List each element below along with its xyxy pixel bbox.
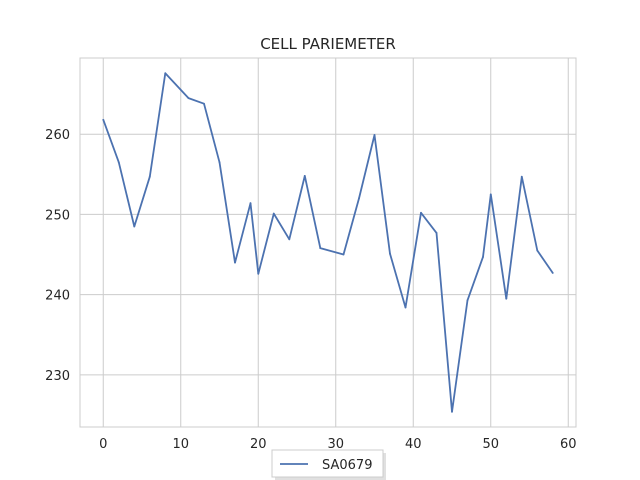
data-point-0-26 xyxy=(505,297,508,300)
data-point-0-25 xyxy=(489,193,492,196)
data-point-0-27 xyxy=(520,175,523,178)
data-point-0-2 xyxy=(133,225,136,228)
plot-frame xyxy=(79,57,577,428)
data-point-0-21 xyxy=(435,231,438,234)
data-point-0-24 xyxy=(482,256,484,258)
series-line-sa0679 xyxy=(102,72,554,413)
data-point-0-10 xyxy=(257,272,260,275)
y-tick-label-230: 230 xyxy=(45,369,70,384)
data-point-0-6 xyxy=(203,102,205,105)
data-point-0-17 xyxy=(373,134,376,136)
x-tick-label-60: 60 xyxy=(560,437,577,452)
data-point-0-19 xyxy=(404,306,407,309)
data-point-0-8 xyxy=(234,261,236,264)
data-point-0-4 xyxy=(164,72,167,75)
x-tick-label-50: 50 xyxy=(482,437,499,452)
chart-title: CELL PARIEMETER xyxy=(260,35,396,53)
y-tick-label-240: 240 xyxy=(45,289,70,304)
legend-label-sa0679: SA0679 xyxy=(322,458,372,473)
data-point-0-3 xyxy=(148,175,151,178)
data-point-0-28 xyxy=(536,249,539,252)
x-tick-label-20: 20 xyxy=(250,437,267,452)
data-point-0-9 xyxy=(249,202,252,205)
data-point-0-20 xyxy=(420,211,422,214)
grid-lines xyxy=(80,58,576,427)
data-point-0-14 xyxy=(319,247,322,250)
x-tick-label-30: 30 xyxy=(327,437,344,452)
data-point-0-29 xyxy=(551,272,554,274)
data-point-0-18 xyxy=(389,252,391,255)
y-tick-label-250: 250 xyxy=(45,208,70,223)
y-tick-label-260: 260 xyxy=(45,128,70,143)
data-point-0-12 xyxy=(288,238,291,241)
data-point-0-5 xyxy=(187,97,190,100)
data-point-0-16 xyxy=(358,197,360,200)
legend: SA0679 xyxy=(271,449,386,480)
series-lines xyxy=(102,72,554,413)
tick-labels: 0 10 20 30 40 50 60 230 240 250 260 xyxy=(45,128,576,452)
data-point-0-11 xyxy=(272,212,275,215)
data-point-0-23 xyxy=(466,299,469,302)
data-point-0-1 xyxy=(117,161,120,164)
x-tick-label-40: 40 xyxy=(405,437,422,452)
data-point-0-7 xyxy=(218,161,221,164)
x-tick-label-10: 10 xyxy=(172,437,189,452)
data-point-0-15 xyxy=(342,253,345,256)
data-point-0-0 xyxy=(102,118,105,121)
x-tick-label-0: 0 xyxy=(99,437,107,452)
data-point-0-22 xyxy=(451,410,453,413)
data-point-0-13 xyxy=(303,175,306,177)
